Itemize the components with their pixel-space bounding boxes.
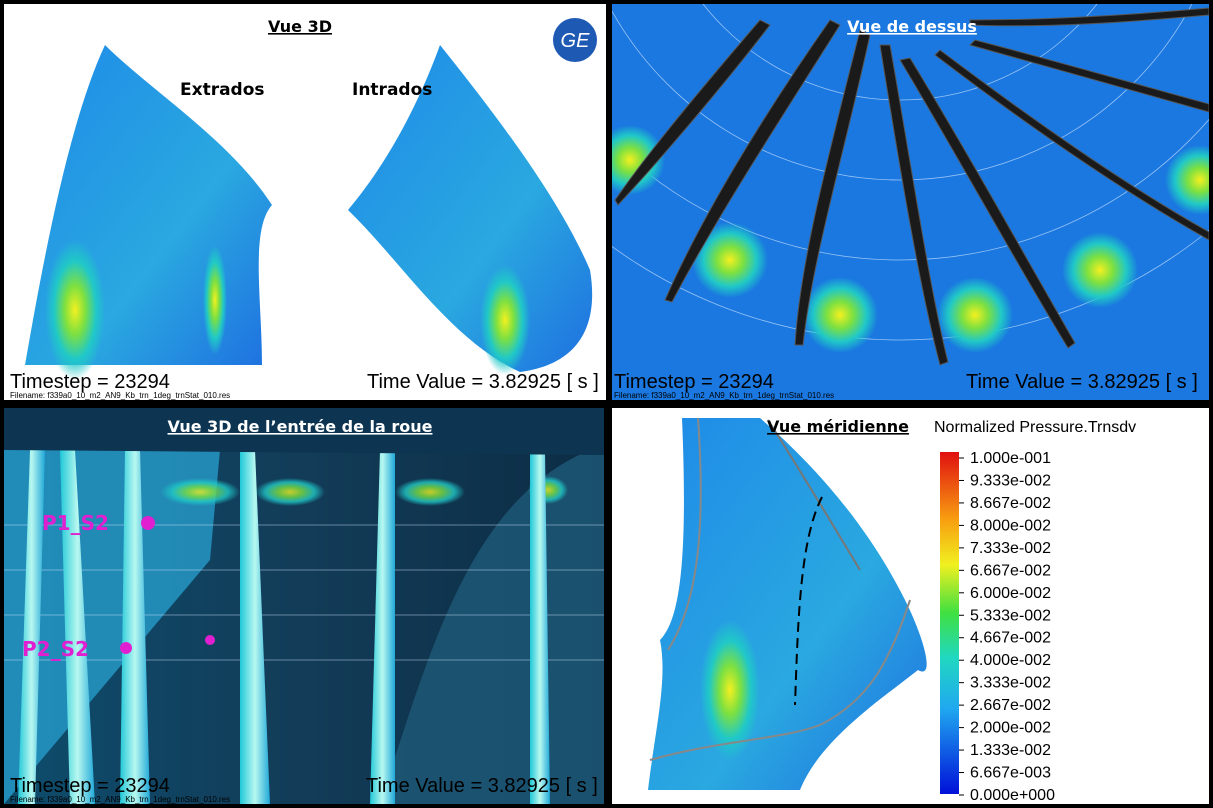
hotspot — [480, 265, 530, 375]
panel-meridional: Vue méridienne Normalized Pressure.Trnsd… — [612, 408, 1209, 804]
legend-label: 8.667e-002 — [970, 495, 1051, 512]
color-bar — [940, 452, 959, 794]
legend-label: 9.333e-002 — [970, 472, 1051, 489]
legend-label: 2.667e-002 — [970, 697, 1051, 714]
legend-label: 2.000e-002 — [970, 720, 1051, 737]
legend-title: Normalized Pressure.Trnsdv — [934, 419, 1136, 436]
hotspot — [203, 245, 227, 355]
legend-label: 3.333e-002 — [970, 675, 1051, 692]
filename: Filename: f339a0_10_m2_AN9_Kb_trn_1deg_t… — [10, 391, 230, 400]
ge-logo — [553, 18, 597, 62]
legend-label: 0.000e+000 — [970, 787, 1055, 804]
timestep: Timestep = 23294 — [10, 775, 170, 797]
panel-title: Vue 3D de l’entrée de la roue — [168, 417, 433, 436]
legend-labels: 1.000e-001 9.333e-002 8.667e-002 8.000e-002… — [959, 450, 1055, 804]
time-value: Time Value = 3.82925 [ s ] — [367, 371, 599, 393]
legend-label: 6.000e-002 — [970, 585, 1051, 602]
panel-title: Vue méridienne — [767, 417, 909, 436]
ge-logo-text: GE — [561, 30, 591, 52]
legend-label: 5.333e-002 — [970, 607, 1051, 624]
hotspot — [700, 620, 760, 760]
legend-label: 8.000e-002 — [970, 517, 1051, 534]
legend-label: 1.000e-001 — [970, 450, 1051, 467]
legend-label: 1.333e-002 — [970, 742, 1051, 759]
legend-label: 6.667e-003 — [970, 765, 1051, 782]
probe-label: P2_S2 — [22, 637, 89, 661]
legend-label: 4.000e-002 — [970, 652, 1051, 669]
filename: Filename: f339a0_10_m2_AN9_Kb_trn_1deg_t… — [614, 391, 834, 400]
panel-3d: GE Vue 3D Extrados Intrados Timestep = 2… — [4, 4, 606, 400]
blade-label: Intrados — [352, 80, 432, 100]
legend-label: 6.667e-002 — [970, 562, 1051, 579]
legend-label: 4.667e-002 — [970, 630, 1051, 647]
panel-title: Vue de dessus — [847, 17, 977, 36]
intrados-blade — [348, 45, 593, 372]
time-value: Time Value = 3.82925 [ s ] — [366, 775, 598, 797]
hotspot — [45, 240, 105, 380]
blade-label: Extrados — [180, 80, 265, 100]
timestep: Timestep = 23294 — [614, 371, 774, 393]
legend-label: 7.333e-002 — [970, 540, 1051, 557]
probe-label: P1_S2 — [42, 511, 109, 535]
panel-inlet-3d: Vue 3D de l’entrée de la roue P1_S2 P2_S… — [4, 408, 604, 804]
time-value: Time Value = 3.82925 [ s ] — [966, 371, 1198, 393]
panel-top-view: Vue de dessus Timestep = 23294 Time Valu… — [612, 4, 1209, 400]
filename: Filename: f339a0_10_m2_AN9_Kb_trn_1deg_t… — [10, 795, 230, 804]
panel-title: Vue 3D — [268, 17, 332, 36]
timestep: Timestep = 23294 — [10, 371, 170, 393]
